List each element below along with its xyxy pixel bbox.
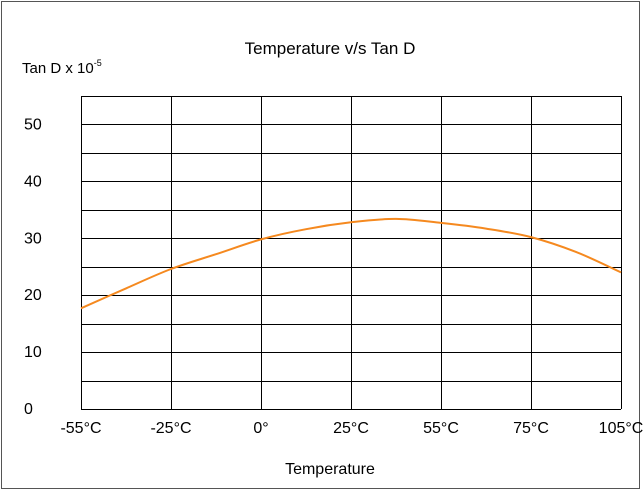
- x-tick-label: 105°C: [599, 420, 643, 437]
- x-tick-label: -25°C: [150, 420, 191, 437]
- y-tick-label: 40: [24, 173, 42, 190]
- y-axis-label: Tan D x 10-5: [22, 58, 102, 77]
- y-tick-label: 30: [24, 230, 42, 247]
- series-line: [80, 217, 622, 310]
- y-tick-labels: 0 10 20 30 40 50: [24, 116, 42, 418]
- x-tick-label: 25°C: [333, 420, 369, 437]
- grid: [81, 96, 622, 410]
- y-tick-label: 50: [24, 116, 42, 133]
- y-tick-label: 10: [24, 344, 42, 361]
- x-axis-label: Temperature: [285, 461, 375, 478]
- x-tick-label: 55°C: [423, 420, 459, 437]
- x-tick-labels: -55°C -25°C 0° 25°C 55°C 75°C 105°C: [60, 420, 643, 437]
- y-tick-label: 20: [24, 287, 42, 304]
- y-axis-label-exponent: -5: [94, 58, 102, 68]
- x-tick-label: 75°C: [513, 420, 549, 437]
- chart-title: Temperature v/s Tan D: [245, 39, 416, 58]
- x-tick-label: 0°: [253, 420, 268, 437]
- series-layer: [80, 217, 622, 310]
- x-tick-label: -55°C: [60, 420, 101, 437]
- y-axis-label-base: Tan D x 10: [22, 60, 94, 77]
- y-tick-label: 0: [24, 401, 33, 418]
